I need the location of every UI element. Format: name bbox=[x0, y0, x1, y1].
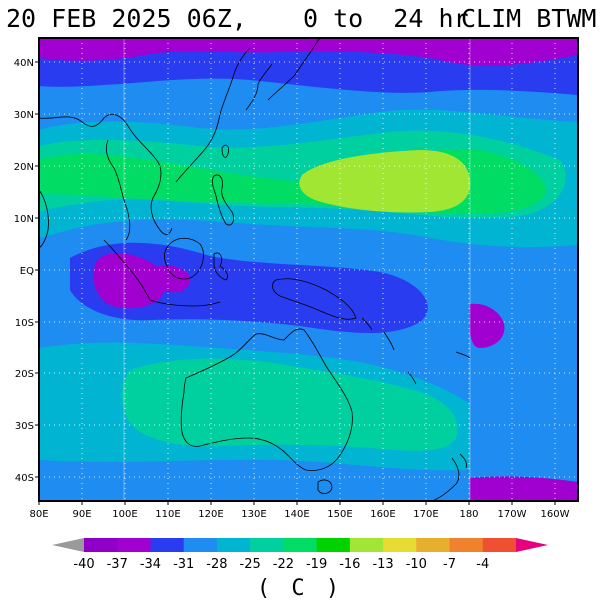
contour-field bbox=[39, 38, 578, 501]
colorbar-segment bbox=[150, 538, 185, 552]
lon-label: 150E bbox=[327, 509, 352, 520]
lon-label: 80E bbox=[29, 509, 48, 520]
lon-label: 140E bbox=[284, 509, 309, 520]
contour-warm-core bbox=[299, 150, 471, 213]
colorbar-label: -13 bbox=[372, 557, 393, 572]
lat-label: 40S bbox=[15, 473, 34, 484]
colorbar-arrow-high bbox=[516, 538, 548, 552]
colorbar-segment bbox=[449, 538, 484, 552]
lat-label: 30S bbox=[15, 421, 34, 432]
lat-label: 20S bbox=[15, 369, 34, 380]
lon-label: 110E bbox=[155, 509, 180, 520]
coastline-java bbox=[149, 299, 221, 307]
coastline-new-zealand bbox=[431, 453, 467, 501]
contour-core-coldest-east bbox=[469, 303, 505, 348]
colorbar-segment bbox=[482, 538, 517, 552]
lat-label: 40N bbox=[14, 58, 34, 69]
colorbar-label: -37 bbox=[107, 557, 128, 572]
lon-label: 130E bbox=[241, 509, 266, 520]
lon-label: 90E bbox=[72, 509, 91, 520]
coastline-japan bbox=[267, 38, 321, 101]
colorbar-label: -4 bbox=[476, 557, 489, 572]
lon-label: 160W bbox=[541, 509, 570, 520]
colorbar-arrow-low bbox=[52, 538, 84, 552]
lon-label: 170E bbox=[413, 509, 438, 520]
lat-label: 20N bbox=[14, 162, 34, 173]
graticule bbox=[39, 38, 578, 501]
colorbar-label: -28 bbox=[206, 557, 227, 572]
coastline-philippines bbox=[211, 174, 234, 226]
coastline-asia bbox=[39, 113, 173, 249]
lat-label: EQ bbox=[20, 266, 34, 277]
colorbar-label: -40 bbox=[73, 557, 94, 572]
coastline-borneo bbox=[164, 237, 204, 280]
coastline-pacific-islands bbox=[361, 317, 471, 385]
title-field: CLIM BTWM bbox=[461, 4, 597, 33]
contour-band-equatorial-cold bbox=[70, 242, 428, 334]
colorbar-label: -34 bbox=[140, 557, 161, 572]
map-title: 20 FEB 2025 06Z, 0 to 24 hr CLIM BTWM bbox=[0, 2, 600, 36]
colorbar-label: -10 bbox=[406, 557, 427, 572]
colorbar-segment bbox=[416, 538, 451, 552]
lon-label: 160E bbox=[370, 509, 395, 520]
contour-band-far-south bbox=[39, 460, 470, 501]
colorbar-segment bbox=[349, 538, 384, 552]
contour-band-north-coldest bbox=[39, 38, 578, 66]
coastlines bbox=[39, 38, 471, 501]
coastline-new-guinea bbox=[272, 278, 357, 320]
colorbar: -40 -37 -34 -31 -28 -25 -22 -19 -16 -13 -10 -7 -4 bbox=[52, 538, 548, 572]
colorbar-segment bbox=[316, 538, 351, 552]
longitude-axis: 80E 90E 100E 110E 120E 130E 140E 150E 160E 170E 18… bbox=[29, 501, 570, 520]
colorbar-segment bbox=[84, 538, 118, 552]
lon-label: 120E bbox=[198, 509, 223, 520]
lon-label: 100E bbox=[112, 509, 137, 520]
colorbar-label: -25 bbox=[240, 557, 261, 572]
lon-label: 170W bbox=[498, 509, 527, 520]
lon-label: 180 bbox=[459, 509, 478, 520]
lat-label: 30N bbox=[14, 110, 34, 121]
coastline-tasmania bbox=[317, 479, 333, 494]
title-date: 20 FEB 2025 06Z, bbox=[6, 4, 247, 33]
colorbar-segment bbox=[183, 538, 218, 552]
coastline-taiwan bbox=[221, 144, 229, 158]
colorbar-segment bbox=[216, 538, 251, 552]
colorbar-segment bbox=[117, 538, 151, 552]
coastline-australia bbox=[180, 328, 353, 471]
contour-core-southeast-cold bbox=[470, 476, 578, 501]
colorbar-label: -31 bbox=[173, 557, 194, 572]
coastline-sulawesi bbox=[213, 252, 228, 281]
title-range: 0 to 24 hr bbox=[303, 4, 469, 33]
lat-label: 10N bbox=[14, 214, 34, 225]
coastline-sumatra bbox=[103, 239, 151, 301]
colorbar-segment bbox=[383, 538, 417, 552]
contour-core-coldest-mid bbox=[150, 265, 191, 293]
colorbar-units: ( C ) bbox=[256, 576, 344, 601]
colorbar-label: -22 bbox=[273, 557, 294, 572]
colorbar-label: -19 bbox=[306, 557, 327, 572]
contour-australia-warm bbox=[122, 358, 458, 451]
latitude-axis: 40N 30N 20N 10N EQ 10S 20S 30S 40S bbox=[14, 58, 39, 484]
colorbar-segment bbox=[250, 538, 284, 552]
colorbar-segment bbox=[283, 538, 318, 552]
colorbar-label: -7 bbox=[443, 557, 456, 572]
colorbar-label: -16 bbox=[339, 557, 360, 572]
lat-label: 10S bbox=[15, 318, 34, 329]
